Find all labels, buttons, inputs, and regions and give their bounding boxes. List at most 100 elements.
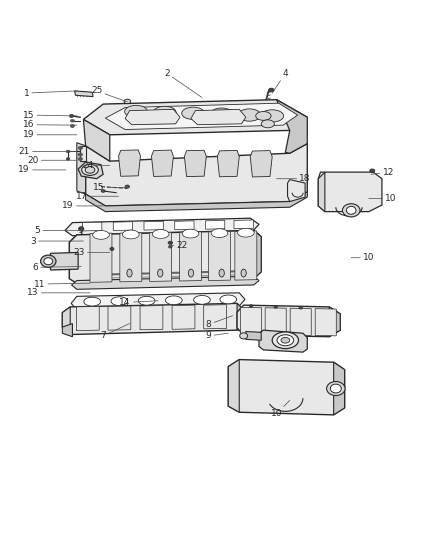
Ellipse shape [280, 337, 289, 343]
Ellipse shape [210, 108, 233, 120]
Text: 22: 22 [171, 241, 187, 250]
Ellipse shape [181, 107, 204, 119]
Text: 19: 19 [18, 165, 66, 174]
Polygon shape [245, 332, 261, 340]
Polygon shape [234, 231, 256, 280]
Polygon shape [74, 91, 93, 96]
Polygon shape [237, 305, 339, 337]
Text: 1: 1 [23, 88, 77, 98]
Ellipse shape [40, 255, 56, 268]
Polygon shape [174, 221, 194, 230]
Polygon shape [78, 162, 103, 179]
Text: 4: 4 [272, 69, 287, 93]
Ellipse shape [182, 229, 198, 238]
Polygon shape [76, 306, 99, 330]
Text: 23: 23 [73, 248, 110, 257]
Ellipse shape [153, 106, 176, 118]
Ellipse shape [44, 258, 53, 265]
Ellipse shape [237, 109, 260, 121]
Polygon shape [62, 303, 244, 335]
Ellipse shape [92, 230, 109, 239]
Ellipse shape [249, 305, 252, 308]
Polygon shape [228, 360, 344, 415]
Polygon shape [108, 306, 131, 330]
Polygon shape [50, 253, 78, 270]
Polygon shape [203, 305, 226, 329]
Polygon shape [233, 220, 253, 229]
Polygon shape [62, 324, 72, 337]
Polygon shape [125, 109, 180, 125]
Ellipse shape [122, 230, 139, 239]
Ellipse shape [219, 295, 236, 304]
Polygon shape [208, 231, 230, 280]
Ellipse shape [298, 306, 302, 309]
Polygon shape [69, 230, 261, 248]
Text: 19: 19 [62, 201, 103, 211]
Ellipse shape [70, 119, 74, 122]
Ellipse shape [69, 115, 74, 117]
Text: 3: 3 [30, 237, 83, 246]
Polygon shape [65, 218, 258, 236]
Ellipse shape [110, 247, 114, 251]
Ellipse shape [101, 190, 105, 192]
Text: 7: 7 [100, 324, 129, 341]
Polygon shape [120, 233, 141, 282]
Ellipse shape [330, 384, 341, 393]
Ellipse shape [342, 204, 359, 217]
Ellipse shape [276, 335, 293, 346]
Polygon shape [80, 146, 85, 161]
Text: 9: 9 [205, 332, 228, 341]
Ellipse shape [138, 296, 155, 305]
Polygon shape [237, 303, 244, 330]
Polygon shape [69, 230, 261, 283]
Polygon shape [118, 150, 140, 176]
Polygon shape [205, 221, 224, 229]
Polygon shape [287, 180, 304, 201]
Polygon shape [83, 119, 110, 161]
Ellipse shape [152, 230, 169, 238]
Text: 19: 19 [23, 130, 77, 139]
Ellipse shape [168, 245, 172, 248]
Text: 10: 10 [270, 400, 289, 418]
Ellipse shape [273, 305, 277, 308]
Polygon shape [83, 100, 307, 135]
Ellipse shape [111, 297, 127, 305]
Polygon shape [172, 305, 194, 329]
Polygon shape [179, 232, 201, 281]
Polygon shape [318, 172, 324, 212]
Text: 20: 20 [27, 156, 77, 165]
Ellipse shape [268, 88, 273, 92]
Ellipse shape [66, 158, 70, 160]
Polygon shape [290, 308, 311, 335]
Ellipse shape [237, 228, 254, 237]
Polygon shape [314, 309, 336, 336]
Ellipse shape [125, 185, 129, 188]
Ellipse shape [369, 169, 374, 173]
Text: 2: 2 [164, 69, 201, 98]
Text: 15: 15 [93, 183, 127, 192]
Ellipse shape [84, 297, 100, 306]
Ellipse shape [239, 333, 247, 339]
Polygon shape [140, 305, 162, 330]
Polygon shape [144, 221, 163, 230]
Ellipse shape [188, 269, 193, 277]
Ellipse shape [78, 157, 82, 160]
Ellipse shape [78, 227, 84, 231]
Polygon shape [113, 222, 132, 230]
Ellipse shape [261, 120, 274, 128]
Ellipse shape [70, 125, 74, 127]
Ellipse shape [272, 332, 298, 349]
Text: 18: 18 [276, 174, 310, 183]
Text: 13: 13 [27, 288, 90, 297]
Ellipse shape [81, 165, 98, 175]
Text: 16: 16 [23, 120, 77, 129]
Ellipse shape [211, 229, 227, 238]
Polygon shape [69, 235, 77, 279]
Text: 15: 15 [23, 110, 77, 119]
Polygon shape [184, 150, 206, 176]
Polygon shape [250, 151, 272, 177]
Ellipse shape [157, 269, 162, 277]
Polygon shape [228, 360, 239, 412]
Ellipse shape [168, 241, 172, 244]
Text: 14: 14 [119, 298, 158, 307]
